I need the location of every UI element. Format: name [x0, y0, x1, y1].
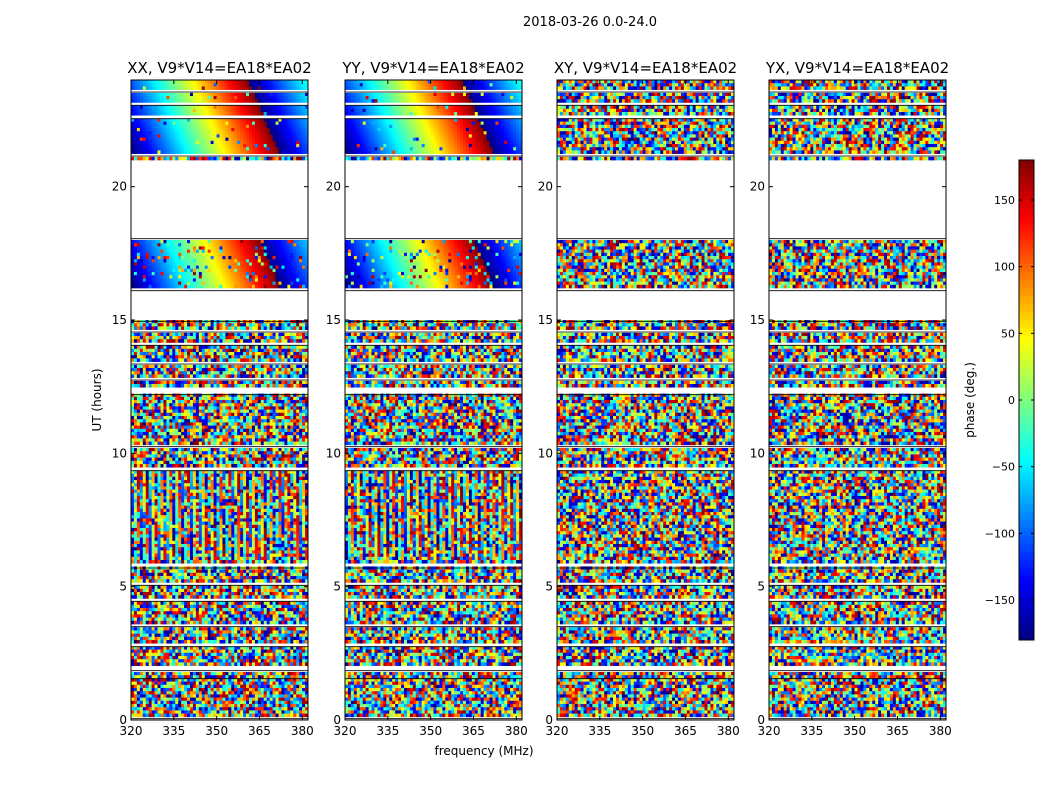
colorbar: −150 −100 −50 0 50 100 150: [985, 159, 1035, 641]
x-tick-label: 380: [291, 724, 314, 738]
colorbar-tick-label: 100: [994, 261, 1015, 274]
x-tick-label: 320: [758, 724, 781, 738]
x-tick-label: 350: [205, 724, 228, 738]
x-tick-label: 350: [631, 724, 654, 738]
colorbar-tick-label: 0: [1008, 394, 1015, 407]
x-tick-label: 365: [462, 724, 485, 738]
x-tick-label: 320: [334, 724, 357, 738]
panel-xx: XX, V9*V14=EA18*EA02 320 335 350 365 380 0 5 10 1…: [112, 59, 314, 738]
y-tick-label: 5: [757, 580, 765, 594]
y-tick-label: 0: [757, 713, 765, 727]
y-tick-label: 20: [112, 180, 127, 194]
panel-yy: YY, V9*V14=EA18*EA02 320 335 350 365 380 0 5 10 1…: [326, 59, 528, 738]
x-axis-label: frequency (MHz): [434, 744, 533, 758]
panel-title: XX, V9*V14=EA18*EA02: [127, 59, 311, 77]
panel-cells: [557, 80, 735, 718]
panel-cells: [769, 80, 947, 718]
panel-title: XY, V9*V14=EA18*EA02: [554, 59, 737, 77]
y-tick-label: 10: [326, 446, 341, 460]
x-tick-label: 350: [419, 724, 442, 738]
x-tick-label: 380: [717, 724, 740, 738]
panel-frame: [556, 79, 735, 721]
y-tick-label: 15: [112, 313, 127, 327]
x-tick-label: 335: [162, 724, 185, 738]
colorbar-gradient: [1019, 160, 1034, 641]
y-tick-label: 10: [750, 446, 765, 460]
x-tick-label: 365: [248, 724, 271, 738]
y-tick-label: 10: [112, 446, 127, 460]
x-tick-label: 365: [886, 724, 909, 738]
y-tick-label: 15: [326, 313, 341, 327]
y-tick-label: 15: [538, 313, 553, 327]
panel-frame: [344, 79, 523, 721]
y-tick-label: 5: [545, 580, 553, 594]
y-tick-label: 0: [333, 713, 341, 727]
y-tick-label: 10: [538, 446, 553, 460]
x-tick-label: 365: [674, 724, 697, 738]
panel-xy: XY, V9*V14=EA18*EA02 320 335 350 365 380 0 5 10 1…: [538, 59, 740, 738]
x-tick-label: 380: [505, 724, 528, 738]
y-tick-label: 5: [119, 580, 127, 594]
x-tick-label: 350: [843, 724, 866, 738]
panel-title: YY, V9*V14=EA18*EA02: [341, 59, 524, 77]
colorbar-tick-label: −50: [992, 461, 1015, 474]
panel-title: YX, V9*V14=EA18*EA02: [765, 59, 949, 77]
x-tick-label: 335: [588, 724, 611, 738]
y-tick-label: 5: [333, 580, 341, 594]
colorbar-tick-label: 150: [994, 194, 1015, 207]
colorbar-tick-label: −100: [985, 527, 1015, 540]
figure-title: 2018-03-26 0.0-24.0: [523, 15, 657, 30]
x-tick-label: 380: [929, 724, 952, 738]
y-tick-label: 15: [750, 313, 765, 327]
panel-frame: [768, 79, 947, 721]
colorbar-tick-label: −150: [985, 594, 1015, 607]
y-tick-label: 0: [119, 713, 127, 727]
x-tick-label: 320: [546, 724, 569, 738]
y-axis-label: UT (hours): [90, 368, 104, 431]
colorbar-label: phase (deg.): [963, 362, 977, 438]
x-tick-label: 320: [120, 724, 143, 738]
y-tick-label: 20: [326, 180, 341, 194]
panel-cells: [345, 80, 523, 718]
x-tick-label: 335: [800, 724, 823, 738]
panel-frame: [130, 79, 309, 721]
y-tick-label: 0: [545, 713, 553, 727]
x-tick-label: 335: [376, 724, 399, 738]
y-tick-label: 20: [538, 180, 553, 194]
colorbar-tick-label: 50: [1001, 327, 1015, 340]
y-tick-label: 20: [750, 180, 765, 194]
panel-yx: YX, V9*V14=EA18*EA02 320 335 350 365 380 0 5 10 1…: [750, 59, 952, 738]
panels: XX, V9*V14=EA18*EA02 320 335 350 365 380 0 5 10 1…: [112, 59, 952, 738]
panel-cells: [131, 80, 309, 718]
